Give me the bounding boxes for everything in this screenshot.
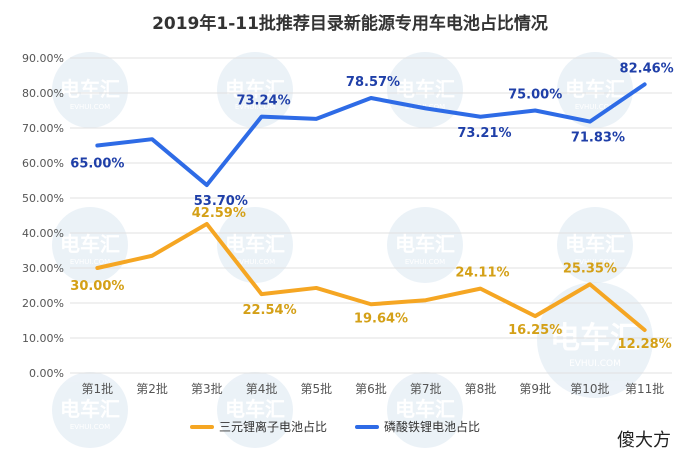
data-label: 73.24% <box>236 94 290 109</box>
y-tick-label: 0.00% <box>29 367 64 380</box>
x-tick-label: 第6批 <box>355 381 387 396</box>
watermark-logo-text: 电车汇 <box>225 77 285 101</box>
watermark-logo: 电车汇 EVHUI.COM <box>557 52 633 128</box>
watermark-logo-text: 电车汇 <box>60 232 120 256</box>
x-tick-label: 第10批 <box>570 381 609 396</box>
watermark-logo-text: 电车汇 <box>565 77 625 101</box>
series-1: 30.00% 42.59% 22.54% 19.64% 24.11% 16.25% 25.3… <box>70 206 671 352</box>
y-tick-label: 20.00% <box>22 297 64 310</box>
x-tick-label: 第3批 <box>191 381 223 396</box>
legend-label: 三元锂离子电池占比 <box>219 419 327 434</box>
x-tick-label: 第2批 <box>136 381 168 396</box>
watermark-site-text: EVHUI.COM <box>70 103 110 111</box>
watermark-circle <box>52 52 128 128</box>
watermark-circle <box>557 52 633 128</box>
watermark-circle <box>217 52 293 128</box>
y-tick-label: 80.00% <box>22 87 64 100</box>
watermark-layer: 电车汇 EVHUI.COM 电车汇 EVHUI.COM 电车汇 EVHUI.COM 电车汇 E… <box>52 52 653 448</box>
corner-brand: 傻大方 <box>617 430 671 451</box>
watermark-site-text: EVHUI.COM <box>575 258 615 266</box>
data-label: 65.00% <box>70 157 124 172</box>
data-label: 22.54% <box>242 303 296 318</box>
data-label: 24.11% <box>455 266 509 281</box>
data-label: 16.25% <box>508 323 562 338</box>
y-tick-label: 90.00% <box>22 52 64 65</box>
watermark-circle <box>557 207 633 283</box>
data-label: 19.64% <box>354 311 408 326</box>
watermark-site-text: EVHUI.COM <box>405 258 445 266</box>
series-2: 65.00% 53.70% 73.24% 78.57% 73.21% 75.00% 71.8… <box>70 61 673 209</box>
data-label: 53.70% <box>194 194 248 209</box>
data-label: 12.28% <box>618 337 672 352</box>
watermark-logo-text: 电车汇 <box>565 232 625 256</box>
watermark-site-text: EVHUI.COM <box>569 359 621 369</box>
data-label: 30.00% <box>70 279 124 294</box>
watermark-circle <box>387 372 463 448</box>
y-tick-label: 10.00% <box>22 332 64 345</box>
watermark-site-text: EVHUI.COM <box>575 103 615 111</box>
watermark-logo-text: 电车汇 <box>395 77 455 101</box>
watermark-logo: 电车汇 EVHUI.COM <box>52 52 128 128</box>
legend-item: 磷酸铁锂电池占比 <box>355 419 480 434</box>
y-tick-label: 30.00% <box>22 262 64 275</box>
watermark-logo-text: 电车汇 <box>60 77 120 101</box>
watermark-logo: 电车汇 EVHUI.COM <box>52 372 128 448</box>
x-tick-label: 第9批 <box>519 381 551 396</box>
data-label: 25.35% <box>563 261 617 276</box>
data-label: 73.21% <box>457 126 511 141</box>
watermark-site-text: EVHUI.COM <box>235 103 275 111</box>
watermark-site-text: EVHUI.COM <box>405 423 445 431</box>
watermark-logo: 电车汇 EVHUI.COM <box>217 52 293 128</box>
data-label: 75.00% <box>508 88 562 103</box>
watermark-site-text: EVHUI.COM <box>70 423 110 431</box>
data-label: 71.83% <box>571 131 625 146</box>
watermark-logo: 电车汇 EVHUI.COM <box>387 207 463 283</box>
watermark-logo: 电车汇 EVHUI.COM <box>217 372 293 448</box>
watermark-logo-text: 电车汇 <box>60 397 120 421</box>
legend: 三元锂离子电池占比 磷酸铁锂电池占比 <box>190 419 480 434</box>
x-axis: 第1批 第2批 第3批 第4批 第5批 第6批 第7批 第8批 第9批 第10批 第11批 <box>82 381 665 396</box>
watermark-circle <box>387 207 463 283</box>
watermark-circle <box>387 52 463 128</box>
watermark-logo-text: 电车汇 <box>395 397 455 421</box>
chart-title: 2019年1-11批推荐目录新能源专用车电池占比情况 <box>152 13 548 34</box>
y-tick-label: 50.00% <box>22 192 64 205</box>
data-label: 78.57% <box>346 75 400 90</box>
data-label: 82.46% <box>620 61 674 76</box>
x-tick-label: 第1批 <box>82 381 114 396</box>
watermark-logo-text: 电车汇 <box>225 232 285 256</box>
series-line <box>95 221 647 333</box>
watermark-circle <box>217 372 293 448</box>
y-tick-label: 60.00% <box>22 157 64 170</box>
legend-label: 磷酸铁锂电池占比 <box>384 419 480 434</box>
x-tick-label: 第5批 <box>300 381 332 396</box>
y-tick-label: 70.00% <box>22 122 64 135</box>
watermark-site-text: EVHUI.COM <box>70 258 110 266</box>
data-label: 42.59% <box>192 206 246 221</box>
x-tick-label: 第7批 <box>410 381 442 396</box>
corner-brand-text: 傻大方 <box>617 430 671 451</box>
x-tick-label: 第11批 <box>625 381 664 396</box>
watermark-circle <box>52 372 128 448</box>
x-tick-label: 第8批 <box>465 381 497 396</box>
y-axis: 0.00% 10.00% 20.00% 30.00% 40.00% 50.00% 60.00… <box>22 52 64 380</box>
watermark-logo: 电车汇 EVHUI.COM <box>557 207 633 283</box>
series-line <box>95 82 647 188</box>
watermark-logo-text: 电车汇 <box>225 397 285 421</box>
legend-item: 三元锂离子电池占比 <box>190 419 327 434</box>
watermark-logo: 电车汇 EVHUI.COM <box>387 372 463 448</box>
y-tick-label: 40.00% <box>22 227 64 240</box>
watermark-site-text: EVHUI.COM <box>235 423 275 431</box>
series-layer: 30.00% 42.59% 22.54% 19.64% 24.11% 16.25% 25.3… <box>70 61 673 352</box>
watermark-site-text: EVHUI.COM <box>235 258 275 266</box>
grid-lines <box>70 57 672 374</box>
x-tick-label: 第4批 <box>246 381 278 396</box>
watermark-logo-text: 电车汇 <box>395 232 455 256</box>
